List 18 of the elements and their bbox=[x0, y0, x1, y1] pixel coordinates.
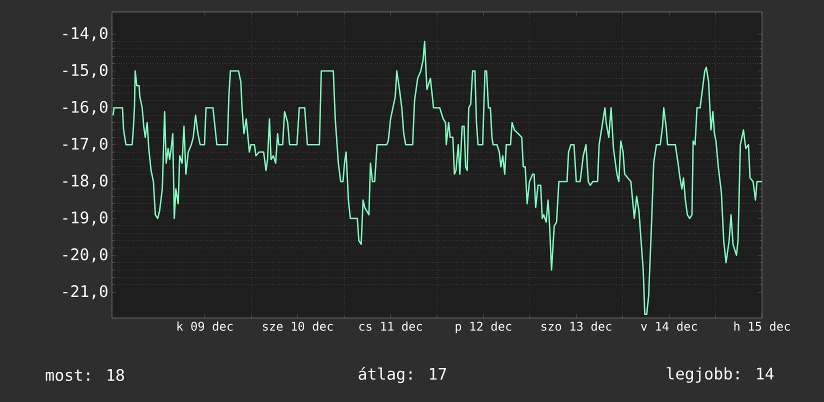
x-tick-label: k 09 dec bbox=[177, 322, 233, 331]
text: legjobb: 14 bbox=[666, 367, 774, 383]
y-tick-label: -16,0 bbox=[63, 100, 108, 115]
y-tick-label: -17,0 bbox=[63, 138, 108, 152]
y-tick-label: -14,0 bbox=[63, 27, 108, 42]
x-tick-label: v 14 dec bbox=[640, 322, 697, 331]
y-tick-label: -21,0 bbox=[63, 285, 108, 300]
y-tick-label: -15,0 bbox=[63, 64, 108, 78]
y-tick-label: -18,0 bbox=[63, 174, 108, 189]
text: most: 18 bbox=[46, 368, 124, 382]
text: átlag: 17 bbox=[358, 366, 446, 384]
x-tick-label: szo 13 dec bbox=[542, 322, 612, 331]
x-tick-label: p 12 dec bbox=[456, 322, 512, 334]
x-tick-label: h 15 dec bbox=[734, 322, 790, 331]
x-tick-label: cs 11 dec bbox=[359, 322, 422, 331]
x-tick-label: sze 10 dec bbox=[262, 322, 333, 331]
y-tick-label: -20,0 bbox=[63, 248, 108, 262]
y-tick-label: -19,0 bbox=[63, 211, 108, 226]
